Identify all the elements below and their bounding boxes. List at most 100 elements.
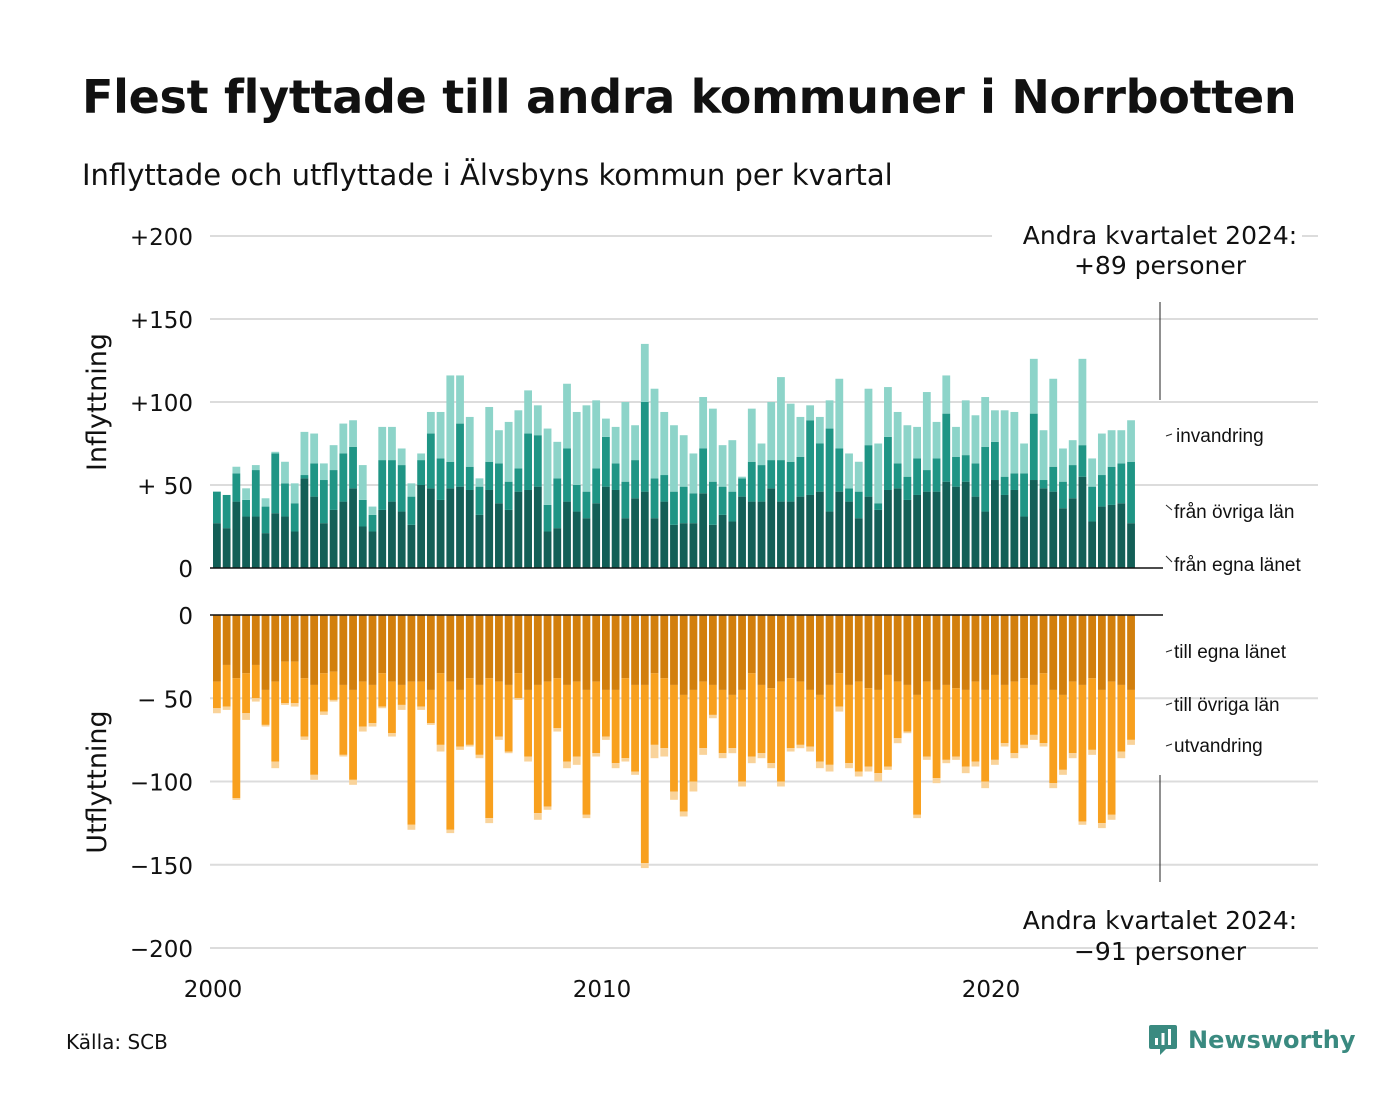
bar-inflow [261, 506, 270, 534]
bar-outflow [436, 673, 445, 745]
bar-outflow [533, 615, 542, 685]
bar-outflow [417, 706, 426, 710]
bar-inflow [1000, 494, 1009, 568]
bar-inflow [378, 460, 387, 510]
bar-inflow [251, 465, 260, 471]
bar-inflow [1029, 358, 1038, 414]
bar-outflow [845, 684, 853, 764]
bar-inflow [884, 387, 892, 437]
bar-outflow [1010, 681, 1019, 754]
bar-inflow [796, 416, 805, 457]
bar-outflow [952, 615, 960, 689]
bar-inflow [465, 489, 474, 568]
bar-inflow [524, 433, 532, 490]
bar-inflow [388, 426, 396, 461]
bar-outflow [426, 723, 435, 725]
bar-outflow [407, 615, 416, 682]
bar-inflow [446, 488, 455, 568]
bar-outflow [1078, 821, 1087, 825]
bar-inflow [349, 420, 357, 447]
bar-inflow [329, 470, 338, 510]
bar-inflow [514, 491, 523, 568]
bar-outflow [242, 615, 250, 674]
bar-inflow [621, 402, 630, 482]
bar-inflow [728, 491, 737, 522]
bar-outflow [1039, 743, 1048, 747]
bar-outflow [232, 678, 241, 799]
bar-outflow [388, 681, 396, 734]
bar-inflow [1107, 504, 1116, 568]
bar-inflow [640, 343, 649, 402]
bar-outflow [971, 615, 980, 682]
bar-outflow [1117, 751, 1126, 759]
bar-outflow [524, 756, 532, 762]
bar-outflow [290, 703, 299, 707]
y-axis-title-inflow: Inflyttning [82, 333, 113, 471]
bar-inflow [718, 445, 727, 487]
bar-inflow [1049, 378, 1058, 467]
bar-inflow [524, 489, 532, 568]
bar-outflow [1059, 769, 1067, 775]
bar-inflow [815, 491, 824, 568]
bar-outflow [650, 615, 659, 674]
bar-outflow [592, 681, 601, 754]
bar-inflow [426, 411, 435, 434]
x-tick-label: 2020 [962, 977, 1021, 1003]
bar-outflow [563, 761, 571, 769]
bar-outflow [631, 771, 639, 775]
bar-inflow [670, 524, 678, 568]
bar-outflow [446, 615, 455, 682]
bar-outflow [1020, 615, 1028, 679]
bar-outflow [893, 681, 902, 739]
bar-inflow [650, 388, 659, 479]
bar-inflow [1010, 473, 1019, 490]
bar-outflow [271, 761, 280, 769]
bar-outflow [1049, 783, 1058, 789]
bar-outflow [514, 698, 523, 700]
bar-outflow [397, 684, 406, 705]
series-label-till-egna-lanet: till egna länet [1174, 642, 1287, 663]
bar-outflow [777, 781, 785, 787]
bar-outflow [397, 615, 406, 685]
bar-inflow [582, 491, 591, 519]
bar-inflow [543, 531, 552, 568]
bar-inflow [251, 470, 260, 517]
bar-inflow [368, 506, 377, 515]
bar-outflow [358, 615, 367, 682]
bar-inflow [884, 489, 892, 568]
bar-inflow [757, 443, 766, 466]
bar-outflow [991, 759, 999, 765]
bar-inflow [533, 486, 542, 568]
bar-outflow [339, 754, 348, 757]
bar-outflow [845, 615, 853, 685]
bar-outflow [465, 744, 474, 747]
bar-inflow [660, 501, 669, 568]
bar-outflow [514, 615, 523, 674]
bar-outflow [708, 714, 717, 719]
bar-outflow [504, 684, 513, 752]
bar-inflow [232, 501, 241, 568]
bar-inflow [300, 431, 309, 476]
bar-outflow [708, 684, 717, 715]
bar-outflow [786, 678, 795, 749]
bar-inflow [932, 458, 941, 492]
bar-outflow [913, 615, 921, 695]
bar-outflow [942, 615, 951, 685]
bar-inflow [884, 436, 892, 490]
bar-inflow [874, 443, 883, 504]
bar-inflow [640, 402, 649, 492]
bar-inflow [290, 483, 299, 504]
bar-outflow [310, 615, 319, 685]
bar-outflow [329, 615, 338, 672]
bar-inflow [708, 481, 717, 525]
bar-outflow [514, 673, 523, 699]
bar-outflow [261, 615, 270, 690]
bar-inflow [845, 501, 853, 568]
bar-inflow [319, 480, 328, 524]
bar-outflow [631, 615, 639, 685]
bar-inflow [242, 516, 250, 568]
bar-outflow [835, 615, 844, 674]
bar-outflow [767, 763, 776, 769]
bar-outflow [932, 689, 941, 779]
bar-outflow [592, 753, 601, 757]
